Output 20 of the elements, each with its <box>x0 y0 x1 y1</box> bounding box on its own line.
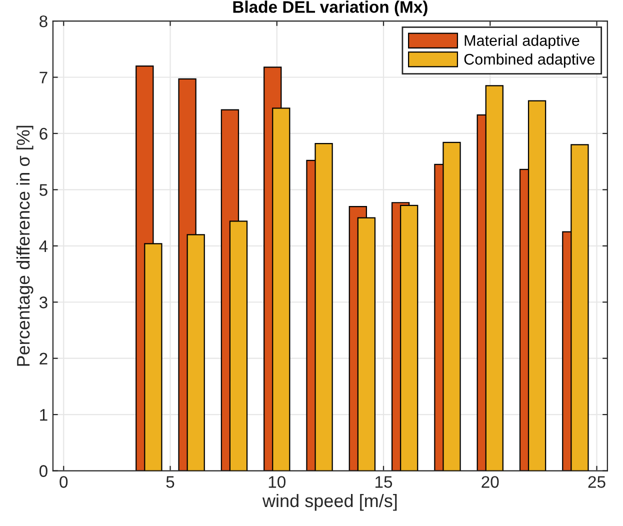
y-tick-label: 0 <box>39 465 48 477</box>
x-tick-label: 0 <box>60 476 68 488</box>
legend-label: Material adaptive <box>464 34 580 49</box>
y-tick-label: 3 <box>39 296 48 308</box>
x-tick-label: 15 <box>376 476 392 488</box>
x-tick-label: 20 <box>482 476 499 488</box>
y-tick-label: 4 <box>39 240 48 252</box>
x-tick-label: 10 <box>268 476 286 488</box>
x-tick-label: 5 <box>166 476 174 488</box>
y-tick-label: 2 <box>40 352 48 364</box>
y-axis-title: Percentage difference in σ [%] <box>16 126 34 366</box>
y-tick-label: 8 <box>40 15 48 28</box>
y-tick-label: 1 <box>40 409 48 421</box>
legend-label: Combined adaptive <box>464 53 595 68</box>
y-tick-label: 7 <box>40 72 48 84</box>
x-axis-title: wind speed [m/s] <box>262 494 397 511</box>
y-tick-label: 5 <box>39 184 48 196</box>
chart-title: Blade DEL variation (Mx) <box>233 0 428 16</box>
x-tick-label: 25 <box>588 476 606 488</box>
y-tick-label: 6 <box>40 128 48 140</box>
